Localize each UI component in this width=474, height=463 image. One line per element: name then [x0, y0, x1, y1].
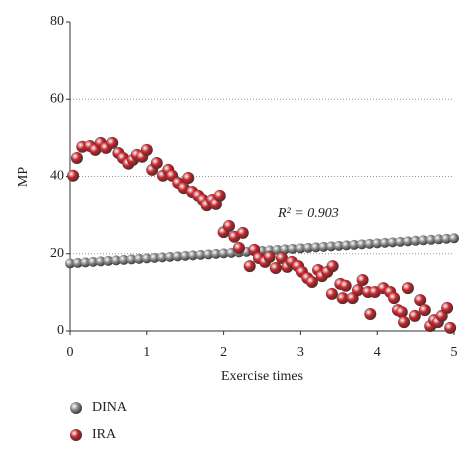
point — [441, 233, 452, 244]
point — [395, 236, 406, 247]
point — [414, 294, 427, 307]
point — [333, 240, 344, 251]
point — [272, 244, 283, 255]
y-tick-label: 0 — [57, 323, 64, 338]
point — [70, 151, 83, 164]
point — [269, 262, 282, 275]
point — [263, 250, 276, 263]
point — [341, 240, 352, 251]
point — [356, 239, 367, 250]
x-axis-label: Exercise times — [221, 369, 303, 384]
point — [218, 248, 229, 259]
point — [95, 256, 106, 267]
point — [203, 249, 214, 260]
point — [336, 292, 349, 305]
point — [364, 238, 375, 249]
point — [433, 234, 444, 245]
point — [444, 321, 457, 334]
point — [326, 241, 337, 252]
point — [150, 156, 163, 169]
point — [339, 279, 352, 292]
y-tick-label: 40 — [50, 169, 64, 184]
y-tick-label: 80 — [50, 14, 64, 29]
point — [325, 287, 338, 300]
x-tick-label: 3 — [297, 345, 304, 360]
point — [111, 255, 122, 266]
point — [408, 309, 421, 322]
point — [418, 235, 429, 246]
point — [303, 242, 314, 253]
point — [157, 252, 168, 263]
y-axis-label: MP — [16, 167, 31, 187]
point — [210, 248, 221, 259]
point — [356, 274, 369, 287]
point — [164, 251, 175, 262]
point — [232, 241, 245, 254]
point — [425, 234, 436, 245]
point — [213, 189, 226, 202]
point — [275, 251, 288, 264]
legend-label: DINA — [92, 400, 128, 415]
point — [372, 238, 383, 249]
x-tick-label: 1 — [143, 345, 150, 360]
point — [398, 316, 411, 329]
point — [402, 236, 413, 247]
point — [410, 235, 421, 246]
legend-marker — [70, 402, 82, 414]
point — [65, 258, 75, 269]
point — [134, 253, 145, 264]
point — [172, 251, 183, 262]
point — [387, 237, 398, 248]
point — [326, 260, 339, 273]
point — [318, 241, 329, 252]
point — [67, 169, 80, 182]
point — [287, 243, 298, 254]
y-tick-label: 20 — [50, 246, 64, 261]
point — [195, 249, 206, 260]
point — [222, 219, 235, 232]
point — [364, 308, 377, 321]
point — [141, 253, 152, 264]
point — [106, 136, 119, 149]
x-tick-label: 5 — [451, 345, 458, 360]
point — [388, 292, 401, 305]
point — [418, 304, 431, 317]
point — [352, 284, 364, 297]
x-tick-label: 0 — [67, 345, 74, 360]
point — [441, 301, 454, 314]
y-tick-label: 60 — [50, 91, 64, 106]
point — [379, 237, 390, 248]
x-tick-label: 2 — [220, 345, 227, 360]
point — [236, 226, 249, 239]
point — [395, 306, 408, 319]
point — [149, 252, 160, 263]
point — [243, 260, 256, 273]
point — [295, 243, 306, 254]
point — [80, 257, 91, 268]
point — [140, 143, 153, 156]
point — [180, 250, 191, 261]
point — [449, 233, 459, 244]
point — [280, 244, 291, 255]
point — [103, 255, 114, 266]
legend-label: IRA — [92, 427, 117, 442]
point — [305, 275, 318, 288]
point — [349, 239, 360, 250]
legend-marker — [70, 429, 82, 441]
point — [72, 257, 83, 268]
point — [187, 250, 198, 261]
point — [118, 254, 129, 265]
point — [88, 256, 99, 267]
point — [401, 282, 414, 295]
x-tick-label: 4 — [374, 345, 381, 360]
point — [182, 172, 195, 185]
point — [310, 242, 321, 253]
point — [126, 254, 137, 265]
annotation: R² = 0.903 — [277, 206, 339, 221]
